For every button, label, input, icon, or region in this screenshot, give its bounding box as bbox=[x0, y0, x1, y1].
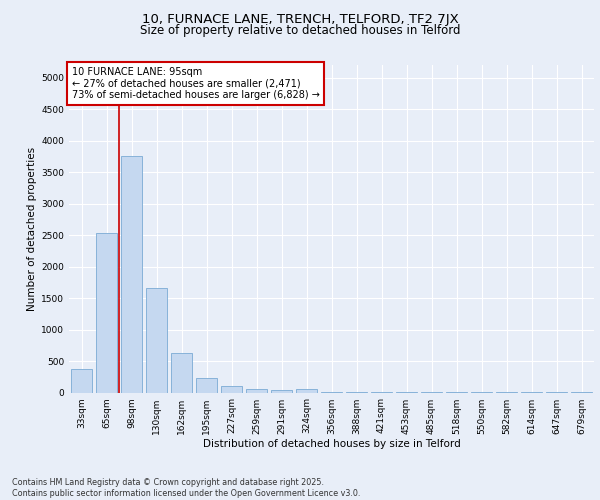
Bar bbox=[196, 378, 217, 392]
Bar bbox=[296, 390, 317, 392]
Y-axis label: Number of detached properties: Number of detached properties bbox=[27, 146, 37, 311]
Text: Size of property relative to detached houses in Telford: Size of property relative to detached ho… bbox=[140, 24, 460, 37]
X-axis label: Distribution of detached houses by size in Telford: Distribution of detached houses by size … bbox=[203, 440, 460, 450]
Bar bbox=[271, 390, 292, 392]
Bar bbox=[221, 386, 242, 392]
Bar bbox=[171, 354, 192, 393]
Bar bbox=[71, 368, 92, 392]
Bar bbox=[246, 389, 267, 392]
Text: 10, FURNACE LANE, TRENCH, TELFORD, TF2 7JX: 10, FURNACE LANE, TRENCH, TELFORD, TF2 7… bbox=[142, 14, 458, 26]
Bar bbox=[96, 233, 117, 392]
Bar bbox=[146, 288, 167, 393]
Text: Contains HM Land Registry data © Crown copyright and database right 2025.
Contai: Contains HM Land Registry data © Crown c… bbox=[12, 478, 361, 498]
Bar bbox=[121, 156, 142, 392]
Text: 10 FURNACE LANE: 95sqm
← 27% of detached houses are smaller (2,471)
73% of semi-: 10 FURNACE LANE: 95sqm ← 27% of detached… bbox=[71, 66, 320, 100]
